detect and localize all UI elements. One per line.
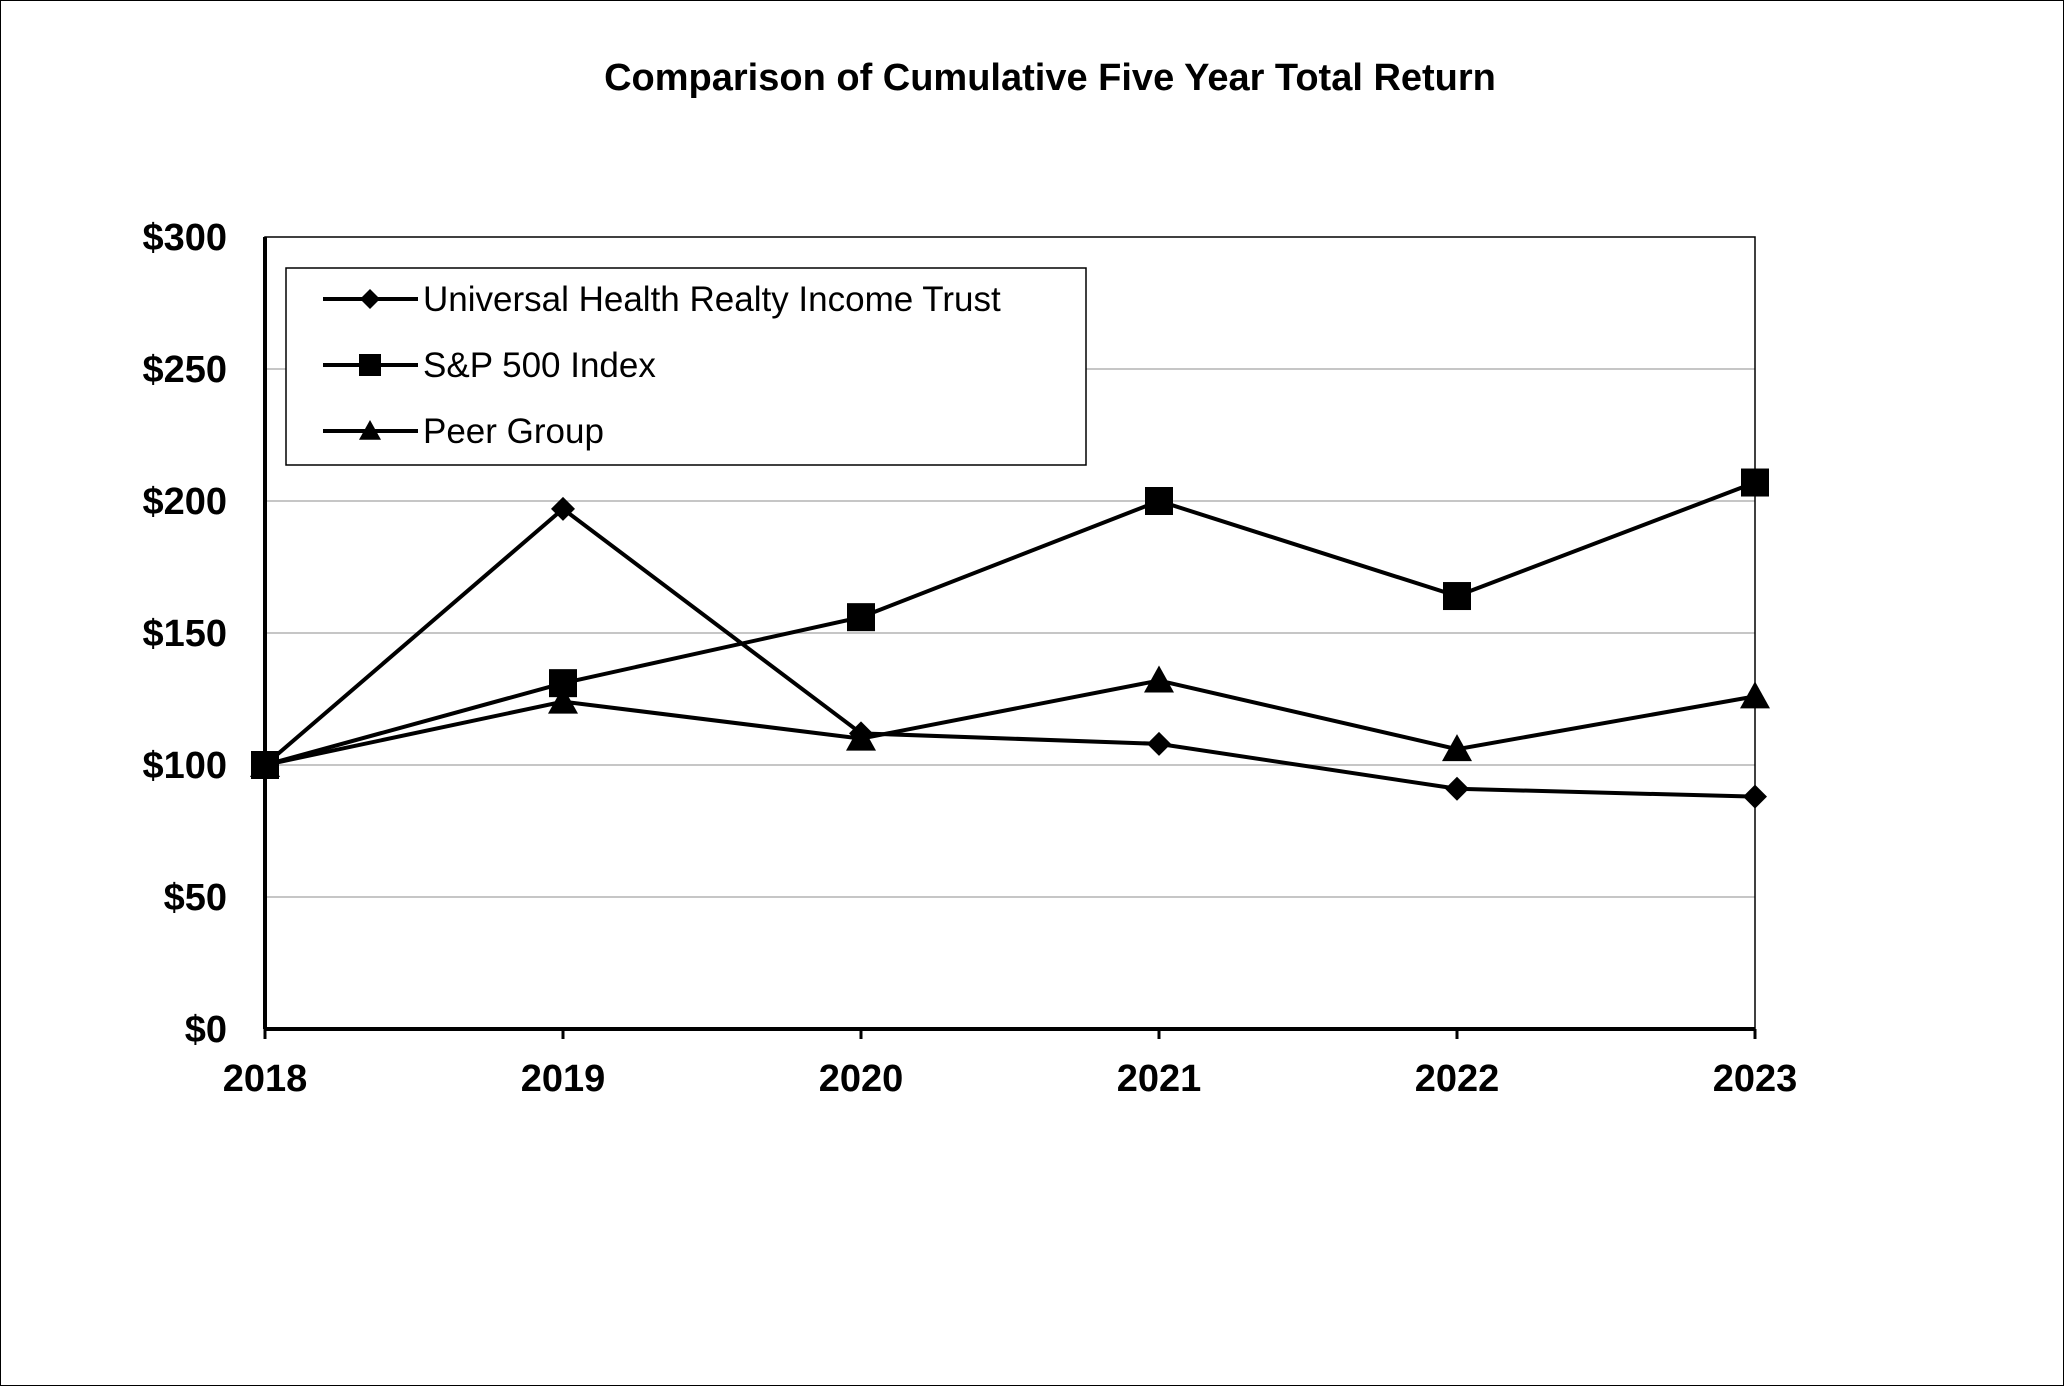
y-tick-label: $200: [142, 481, 227, 523]
y-tick-label: $0: [185, 1009, 227, 1051]
y-tick-label: $300: [142, 217, 227, 259]
legend-label: Universal Health Realty Income Trust: [423, 280, 1001, 319]
x-tick-label: 2019: [521, 1058, 606, 1100]
x-axis-ticks: 2018 2019 2020 2021 2022 2023: [223, 1029, 1798, 1100]
series-line: [264, 678, 1756, 767]
x-tick-label: 2023: [1713, 1058, 1798, 1100]
legend-label: Peer Group: [423, 412, 604, 451]
x-tick-label: 2020: [819, 1058, 904, 1100]
y-tick-label: $150: [142, 613, 227, 655]
data-point: [1740, 681, 1770, 709]
legend-marker: [359, 420, 381, 440]
legend-entry: Universal Health Realty Income Trust: [323, 280, 1001, 319]
data-point: [1443, 582, 1471, 611]
series-line: [263, 506, 1756, 799]
y-tick-label: $100: [142, 745, 227, 787]
series-line: [264, 480, 1756, 767]
series-triangle: [250, 665, 1770, 777]
x-tick-label: 2021: [1117, 1058, 1202, 1100]
data-point: [1145, 487, 1173, 515]
data-point: [1741, 468, 1769, 497]
data-point: [846, 723, 876, 751]
y-tick-label: $250: [142, 349, 227, 391]
data-point: [250, 750, 280, 777]
legend: Universal Health Realty Income Trust S&P …: [285, 267, 1087, 466]
chart-title: Comparison of Cumulative Five Year Total…: [604, 57, 1496, 99]
y-tick-label: $50: [164, 877, 227, 919]
data-point: [1147, 731, 1171, 756]
data-point: [1743, 784, 1767, 809]
data-point: [847, 603, 875, 632]
series-square: [251, 468, 1769, 779]
series-diamond: [253, 496, 1767, 809]
data-point: [548, 686, 578, 714]
legend-box: [285, 267, 1087, 466]
data-point: [1445, 776, 1469, 801]
legend-entry: Peer Group: [323, 412, 604, 451]
legend-entry: S&P 500 Index: [323, 346, 656, 385]
y-axis-ticks: $0 $50 $100 $150 $200 $250 $300: [142, 217, 227, 1051]
data-point: [1442, 734, 1472, 762]
x-tick-label: 2018: [223, 1058, 308, 1100]
legend-label: S&P 500 Index: [423, 346, 656, 385]
data-point: [1144, 665, 1174, 693]
data-point: [551, 496, 575, 521]
x-tick-label: 2022: [1415, 1058, 1500, 1100]
legend-marker: [359, 354, 381, 376]
legend-marker: [360, 289, 380, 309]
series-group: [250, 468, 1770, 809]
